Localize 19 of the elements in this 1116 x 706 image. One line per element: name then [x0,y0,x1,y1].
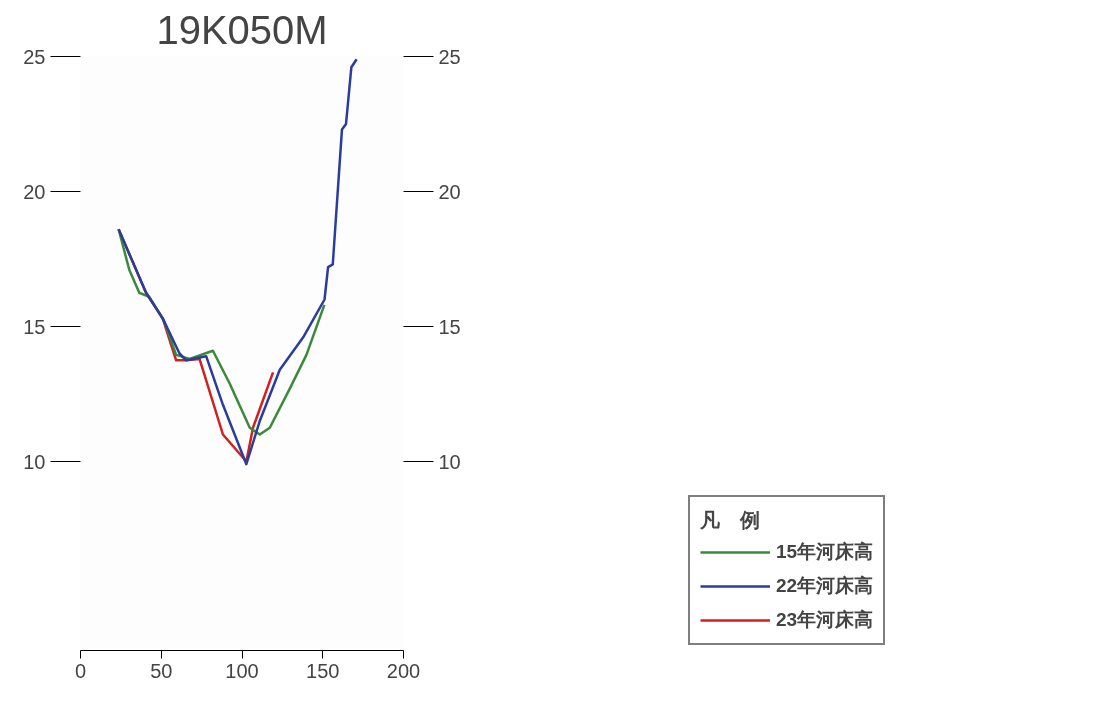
y-tick-label: 10 [23,450,46,473]
chart-title: 19K050M [156,7,328,52]
x-tick-label: 100 [225,659,259,682]
y-tick-label: 25 [23,45,46,68]
x-tick-label: 0 [74,659,87,682]
line-series [117,57,358,466]
legend-label: 23年河床高 [775,608,874,632]
y-tick-label: 20 [23,180,46,203]
x-tick-label: 150 [306,659,340,682]
y2-tick-label: 25 [438,45,461,68]
y2-tick-label: 15 [438,315,461,338]
y2-tick-label: 10 [438,450,461,473]
legend-label: 15年河床高 [775,540,874,564]
legend-title: 凡 例 [699,508,761,533]
x-tick-label: 50 [150,659,173,682]
y2-tick-label: 20 [438,180,461,203]
x-tick-label: 200 [386,659,421,682]
y-tick-label: 15 [23,315,46,338]
legend-label: 22年河床高 [775,574,874,598]
